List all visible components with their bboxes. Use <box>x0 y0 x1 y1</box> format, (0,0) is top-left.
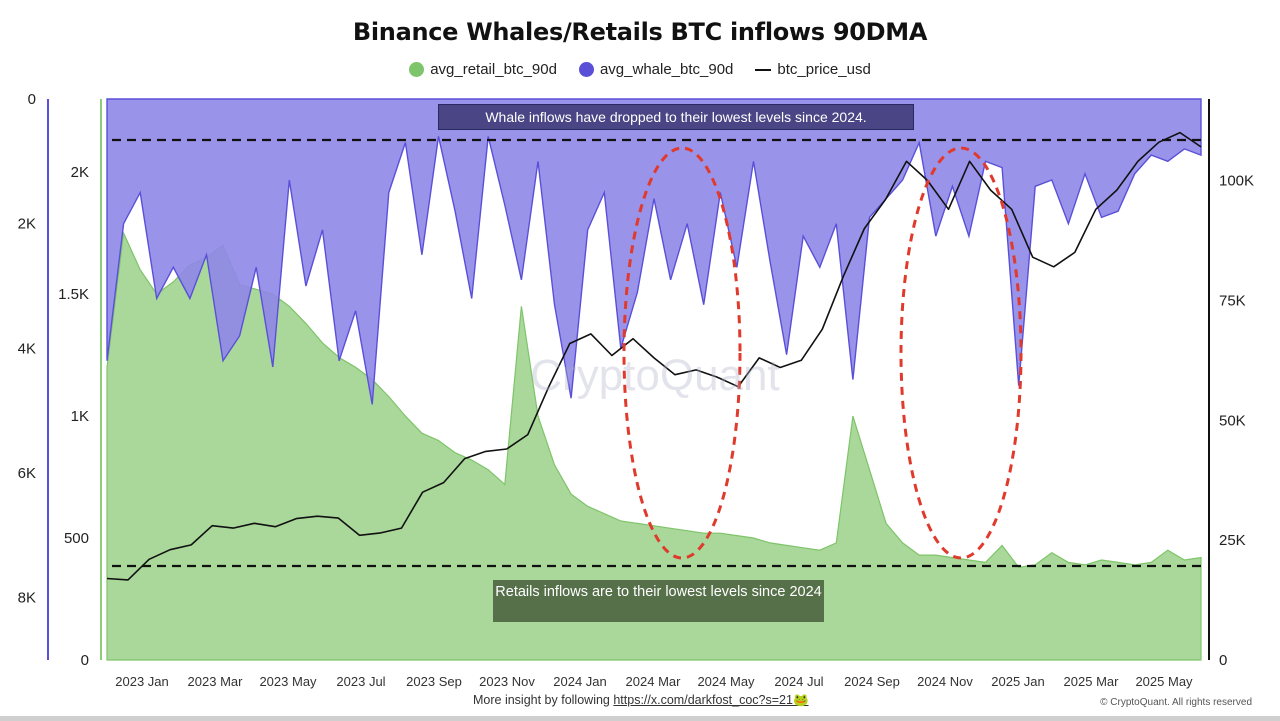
price-axis-tick: 50K <box>1219 412 1246 429</box>
price-axis-tick: 100K <box>1219 173 1254 190</box>
retail-axis-tick: 1.5K <box>58 286 89 303</box>
x-axis-tick: 2024 Jan <box>553 674 607 689</box>
footer: More insight by following https://x.com/… <box>473 693 809 708</box>
x-axis-tick: 2024 May <box>697 674 755 689</box>
whale-annotation: Whale inflows have dropped to their lowe… <box>438 104 914 130</box>
chart-title: Binance Whales/Retails BTC inflows 90DMA <box>352 18 928 46</box>
price-axis-tick: 75K <box>1219 292 1246 309</box>
highlight-ellipse-2024-nov <box>899 146 1023 560</box>
retail-axis-tick: 0 <box>81 652 89 669</box>
x-axis-tick: 2025 Jan <box>991 674 1045 689</box>
legend-price-label: btc_price_usd <box>777 61 871 78</box>
bottom-divider <box>0 716 1280 721</box>
x-axis-tick: 2023 Mar <box>188 674 244 689</box>
legend-whale-label: avg_whale_btc_90d <box>599 61 734 78</box>
footer-prefix: More insight by following <box>473 693 610 707</box>
watermark: CryptoQuant <box>530 351 779 400</box>
footer-link[interactable]: https://x.com/darkfost_coc?s=21🐸 <box>613 693 809 707</box>
retail-annotation: Retails inflows are to their lowest leve… <box>493 580 824 622</box>
whale-axis-tick: 0 <box>28 91 36 108</box>
price-axis-tick: 0 <box>1219 652 1227 669</box>
x-axis-tick: 2024 Sep <box>844 674 900 689</box>
whale-series <box>106 98 1202 405</box>
retail-axis-tick: 2K <box>71 164 89 181</box>
price-line <box>106 131 1202 581</box>
copyright: © CryptoQuant. All rights reserved <box>1100 697 1252 708</box>
x-axis-tick: 2023 Sep <box>406 674 462 689</box>
whale-dot-icon <box>578 62 594 77</box>
price-line-icon <box>755 68 772 71</box>
x-axis-tick: 2024 Nov <box>917 674 973 689</box>
whale-axis-tick: 4K <box>18 340 36 357</box>
x-axis-tick: 2025 Mar <box>1064 674 1120 689</box>
whale-axis-tick: 6K <box>18 465 36 482</box>
legend-retail-label: avg_retail_btc_90d <box>430 61 557 78</box>
x-axis-tick: 2023 May <box>259 674 317 689</box>
price-series <box>106 131 1202 581</box>
highlight-ellipse-2024-mar <box>622 146 742 560</box>
whale-axis-tick: 2K <box>18 216 36 233</box>
whale-area <box>106 98 1202 405</box>
x-axis-tick: 2025 May <box>1135 674 1193 689</box>
x-axis-tick: 2024 Mar <box>626 674 682 689</box>
legend-item-price[interactable]: btc_price_usd <box>755 61 871 78</box>
retail-axis-tick: 1K <box>71 408 89 425</box>
retail-series <box>106 231 1202 661</box>
legend-item-whale[interactable]: avg_whale_btc_90d <box>578 61 734 78</box>
x-axis-tick: 2023 Nov <box>479 674 535 689</box>
legend: avg_retail_btc_90d avg_whale_btc_90d btc… <box>0 61 1280 78</box>
x-axis-tick: 2023 Jan <box>115 674 169 689</box>
retail-axis-tick: 500 <box>64 530 89 547</box>
x-axis-tick: 2023 Jul <box>336 674 385 689</box>
x-axis-tick: 2024 Jul <box>774 674 823 689</box>
price-axis-tick: 25K <box>1219 532 1246 549</box>
retail-dot-icon <box>409 62 425 77</box>
retail-area <box>106 231 1202 661</box>
whale-axis-tick: 8K <box>18 590 36 607</box>
legend-item-retail[interactable]: avg_retail_btc_90d <box>409 61 557 78</box>
